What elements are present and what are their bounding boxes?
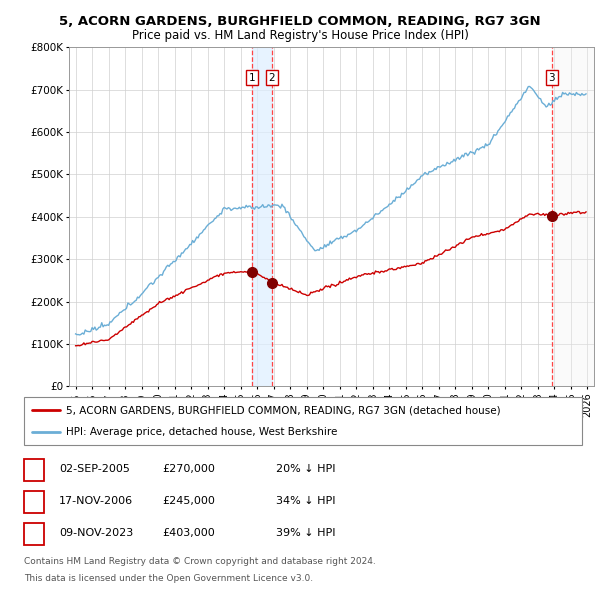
Text: £270,000: £270,000 (162, 464, 215, 474)
Bar (252, 47, 272, 386)
Text: Price paid vs. HM Land Registry's House Price Index (HPI): Price paid vs. HM Land Registry's House … (131, 30, 469, 42)
Text: 3: 3 (31, 527, 38, 540)
Text: 2: 2 (31, 496, 38, 509)
Text: 39% ↓ HPI: 39% ↓ HPI (276, 528, 335, 537)
Text: Contains HM Land Registry data © Crown copyright and database right 2024.: Contains HM Land Registry data © Crown c… (24, 558, 376, 566)
Text: 5, ACORN GARDENS, BURGHFIELD COMMON, READING, RG7 3GN (detached house): 5, ACORN GARDENS, BURGHFIELD COMMON, REA… (66, 405, 500, 415)
Text: 1: 1 (31, 464, 38, 477)
Text: 2: 2 (268, 73, 275, 83)
Text: 20% ↓ HPI: 20% ↓ HPI (276, 464, 335, 474)
Text: 09-NOV-2023: 09-NOV-2023 (59, 528, 133, 537)
Text: 5, ACORN GARDENS, BURGHFIELD COMMON, READING, RG7 3GN: 5, ACORN GARDENS, BURGHFIELD COMMON, REA… (59, 15, 541, 28)
Text: 34% ↓ HPI: 34% ↓ HPI (276, 496, 335, 506)
Text: 1: 1 (248, 73, 255, 83)
Text: 3: 3 (548, 73, 555, 83)
Text: HPI: Average price, detached house, West Berkshire: HPI: Average price, detached house, West… (66, 427, 337, 437)
Bar (552, 47, 594, 386)
Text: £245,000: £245,000 (162, 496, 215, 506)
Text: This data is licensed under the Open Government Licence v3.0.: This data is licensed under the Open Gov… (24, 574, 313, 583)
Text: 02-SEP-2005: 02-SEP-2005 (59, 464, 130, 474)
Bar (552, 47, 594, 386)
Text: 17-NOV-2006: 17-NOV-2006 (59, 496, 133, 506)
Text: £403,000: £403,000 (162, 528, 215, 537)
